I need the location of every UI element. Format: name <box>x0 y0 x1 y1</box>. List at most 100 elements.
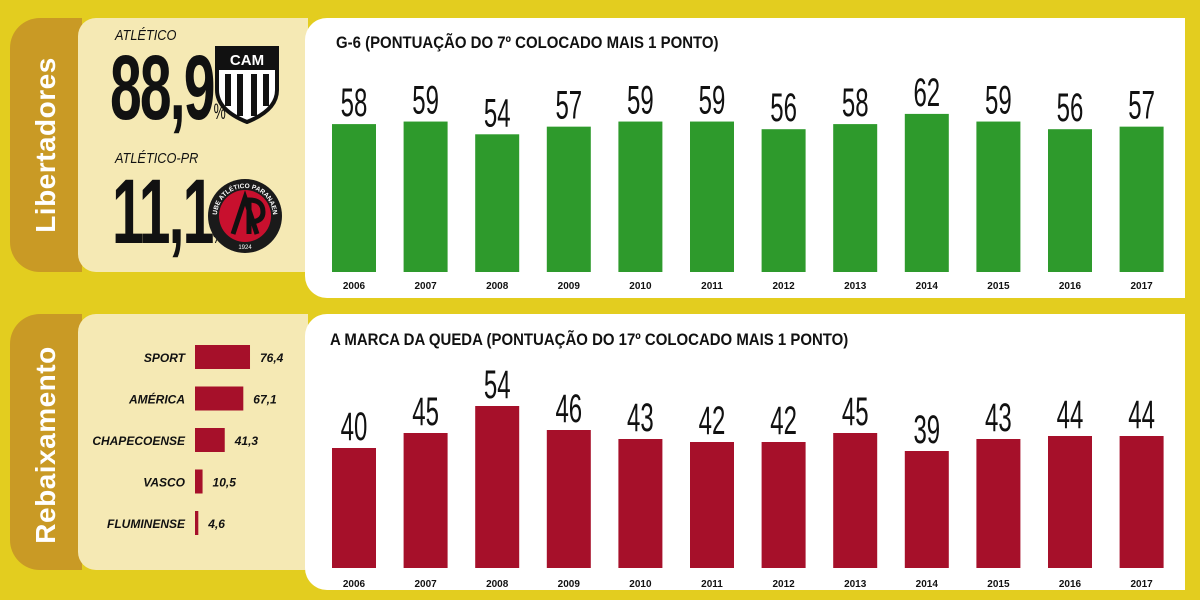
g6-bar-2014 <box>904 113 949 273</box>
relegation-bar-fluminense <box>195 511 199 535</box>
queda-bar-2015 <box>976 439 1021 568</box>
queda-year-label: 2013 <box>844 579 867 590</box>
g6-bar-2011 <box>690 121 734 272</box>
rebaixamento-info-box <box>78 314 308 570</box>
g6-value-label: 59 <box>985 77 1012 122</box>
g6-bar-2012 <box>761 129 806 272</box>
relegation-team-label: CHAPECOENSE <box>92 434 186 448</box>
queda-value-label: 46 <box>555 386 582 431</box>
rebaixamento-tab <box>10 314 82 570</box>
g6-chart-title: G-6 (PONTUAÇÃO DO 7º COLOCADO MAIS 1 PON… <box>336 33 719 52</box>
queda-value-label: 39 <box>913 407 940 452</box>
queda-bar-2012 <box>761 442 806 568</box>
team-atletico-name: ATLÉTICO <box>115 27 177 44</box>
relegation-team-label: VASCO <box>143 476 185 490</box>
g6-bar-2017 <box>1119 126 1164 273</box>
g6-year-label: 2008 <box>486 281 509 292</box>
g6-bar-2009 <box>546 126 591 273</box>
g6-value-label: 56 <box>770 85 797 130</box>
queda-bar-2010 <box>618 439 663 568</box>
queda-chart-box <box>305 314 1185 590</box>
relegation-bar-sport <box>195 345 251 369</box>
queda-year-label: 2008 <box>486 579 509 590</box>
atletico-pr-crest-icon: CLUBE ATLÉTICO PARANAENSE 1924 <box>205 176 282 253</box>
g6-year-label: 2006 <box>343 281 366 292</box>
relegation-value-label: 4,6 <box>207 517 225 531</box>
g6-value-label: 59 <box>699 77 726 122</box>
queda-value-label: 54 <box>484 362 511 407</box>
g6-year-label: 2014 <box>916 281 939 292</box>
queda-chart-title: A MARCA DA QUEDA (PONTUAÇÃO DO 17º COLOC… <box>330 330 849 349</box>
g6-value-label: 62 <box>913 70 940 115</box>
queda-value-label: 43 <box>627 395 654 440</box>
g6-value-label: 56 <box>1057 85 1084 130</box>
libertadores-tab <box>10 18 82 272</box>
relegation-team-label: SPORT <box>144 351 187 365</box>
queda-year-label: 2014 <box>916 579 939 590</box>
relegation-value-label: 41,3 <box>234 434 259 448</box>
queda-year-label: 2016 <box>1059 579 1082 590</box>
queda-bar-2014 <box>904 451 949 568</box>
team-atletico-percentage: 88,9% <box>110 42 226 158</box>
relegation-team-label: FLUMINENSE <box>107 517 186 531</box>
relegation-bar-américa <box>195 386 244 411</box>
g6-bar-2006 <box>332 124 376 272</box>
g6-bar-2015 <box>976 121 1021 272</box>
queda-year-label: 2006 <box>343 579 366 590</box>
queda-bar-2006 <box>332 448 376 568</box>
queda-bar-2013 <box>833 433 878 568</box>
team-atletico-pr-name: ATLÉTICO-PR <box>115 150 199 167</box>
relegation-value-label: 67,1 <box>253 393 277 407</box>
queda-bar-2008 <box>475 406 520 568</box>
queda-value-label: 45 <box>842 389 869 434</box>
g6-value-label: 58 <box>842 80 869 125</box>
queda-value-label: 45 <box>412 389 439 434</box>
relegation-bar-vasco <box>195 469 203 494</box>
g6-year-label: 2011 <box>701 281 723 292</box>
g6-year-label: 2013 <box>844 281 867 292</box>
g6-bar-2013 <box>833 124 878 272</box>
g6-chart-box <box>305 18 1185 298</box>
g6-value-label: 54 <box>484 90 511 135</box>
relegation-team-label: AMÉRICA <box>128 392 185 407</box>
queda-bar-2016 <box>1048 436 1092 568</box>
g6-bar-2008 <box>475 134 520 272</box>
g6-value-label: 58 <box>341 80 368 125</box>
queda-year-label: 2017 <box>1130 579 1153 590</box>
queda-value-label: 43 <box>985 395 1012 440</box>
queda-year-label: 2007 <box>414 579 437 590</box>
queda-year-label: 2015 <box>987 579 1010 590</box>
queda-year-label: 2011 <box>701 579 723 590</box>
relegation-bar-chapecoense <box>195 428 225 452</box>
team-atletico-pr-value: 11,1 <box>112 161 214 263</box>
g6-value-label: 57 <box>555 82 582 127</box>
queda-year-label: 2010 <box>629 579 652 590</box>
queda-year-label: 2012 <box>772 579 795 590</box>
relegation-value-label: 76,4 <box>260 351 284 365</box>
queda-bar-2009 <box>546 430 591 568</box>
g6-year-label: 2010 <box>629 281 652 292</box>
queda-bar-2011 <box>690 442 734 568</box>
queda-year-label: 2009 <box>558 579 581 590</box>
g6-bar-2007 <box>403 121 448 272</box>
g6-value-label: 59 <box>627 77 654 122</box>
g6-year-label: 2012 <box>772 281 795 292</box>
team-atletico-value: 88,9 <box>110 37 215 139</box>
queda-value-label: 44 <box>1057 392 1084 437</box>
queda-value-label: 42 <box>770 398 797 443</box>
g6-bar-2016 <box>1048 129 1092 272</box>
atletico-crest-text: CAM <box>230 52 264 69</box>
g6-year-label: 2009 <box>558 281 581 292</box>
atletico-crest-icon: CAM <box>215 46 279 124</box>
queda-value-label: 44 <box>1128 392 1155 437</box>
g6-year-label: 2017 <box>1130 281 1153 292</box>
queda-value-label: 42 <box>699 398 726 443</box>
queda-value-label: 40 <box>341 404 368 449</box>
g6-value-label: 59 <box>412 77 439 122</box>
g6-year-label: 2016 <box>1059 281 1082 292</box>
g6-bar-2010 <box>618 121 663 272</box>
queda-bar-2007 <box>403 433 448 568</box>
atletico-pr-crest-year: 1924 <box>238 245 252 251</box>
